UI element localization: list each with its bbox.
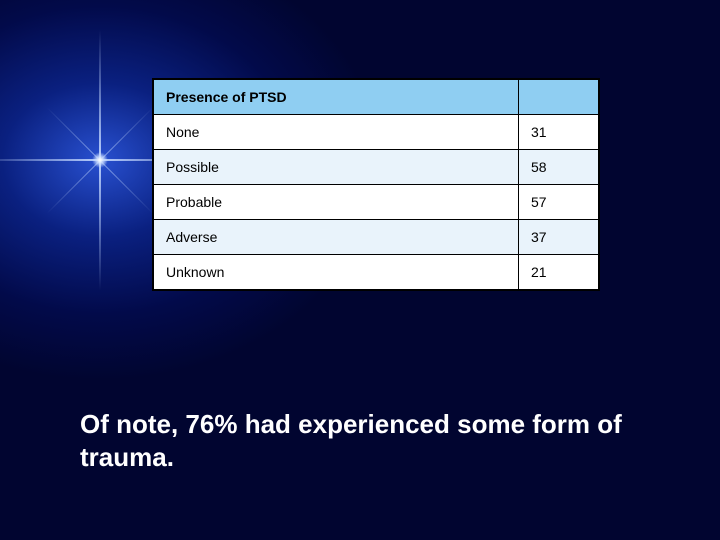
table-cell-value: 31 bbox=[519, 115, 599, 150]
table-row: Possible58 bbox=[154, 150, 599, 185]
table-header-title: Presence of PTSD bbox=[154, 80, 519, 115]
ptsd-table: Presence of PTSD None31Possible58Probabl… bbox=[152, 78, 600, 291]
table-cell-value: 57 bbox=[519, 185, 599, 220]
table-row: Probable57 bbox=[154, 185, 599, 220]
table-cell-label: Probable bbox=[154, 185, 519, 220]
table-cell-label: Adverse bbox=[154, 220, 519, 255]
lens-flare-diag bbox=[47, 107, 154, 214]
table-cell-label: Unknown bbox=[154, 255, 519, 290]
table-row: Unknown21 bbox=[154, 255, 599, 290]
table-cell-value: 37 bbox=[519, 220, 599, 255]
table-cell-label: Possible bbox=[154, 150, 519, 185]
table-cell-label: None bbox=[154, 115, 519, 150]
table-cell-value: 21 bbox=[519, 255, 599, 290]
table-row: None31 bbox=[154, 115, 599, 150]
table-cell-value: 58 bbox=[519, 150, 599, 185]
table-header-blank bbox=[519, 80, 599, 115]
table-body: None31Possible58Probable57Adverse37Unkno… bbox=[154, 115, 599, 290]
lens-flare-core bbox=[92, 152, 108, 168]
table-row: Adverse37 bbox=[154, 220, 599, 255]
footnote-text: Of note, 76% had experienced some form o… bbox=[80, 408, 640, 473]
lens-flare-diag bbox=[47, 107, 154, 214]
